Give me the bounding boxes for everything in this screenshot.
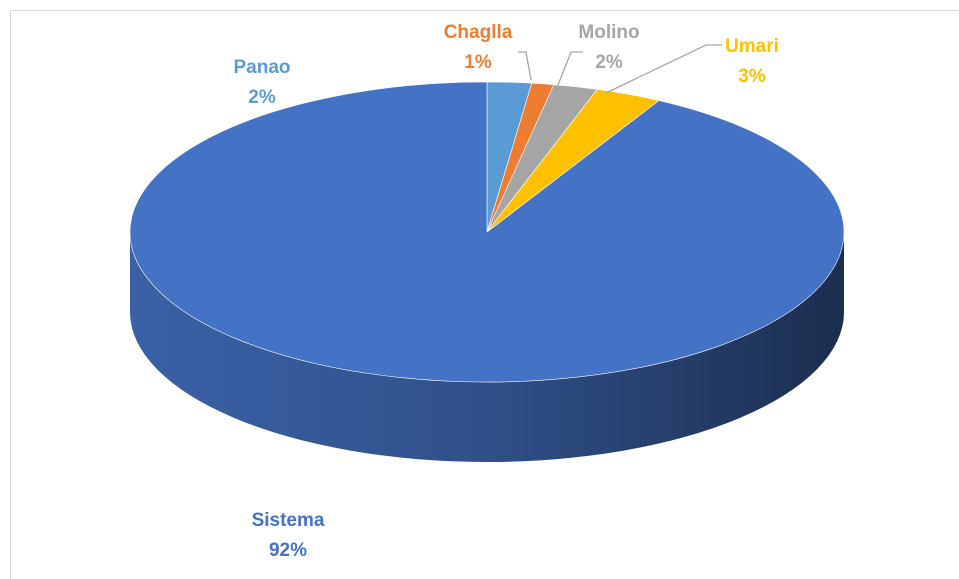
data-label-name: Molino: [578, 22, 639, 43]
data-label-value: 1%: [464, 52, 492, 73]
data-label-name: Umari: [725, 36, 779, 57]
data-label-name: Sistema: [252, 510, 325, 531]
leader-line: [518, 51, 532, 81]
data-label-value: 3%: [738, 66, 766, 87]
data-label-name: Panao: [233, 57, 290, 78]
data-label-value: 92%: [269, 540, 307, 561]
data-label-value: 2%: [595, 52, 623, 73]
leader-line: [557, 51, 583, 86]
leader-line: [605, 44, 722, 94]
slice: [129, 81, 845, 383]
chart-border: [10, 10, 959, 579]
pie: [129, 81, 845, 462]
slice-side-shade: [130, 232, 844, 462]
data-label-name: Chaglla: [444, 22, 513, 43]
labels: Panao 2% Chaglla 1% Molino 2% Umari 3% Sistema 92…: [233, 22, 778, 561]
data-label-value: 2%: [248, 87, 276, 108]
